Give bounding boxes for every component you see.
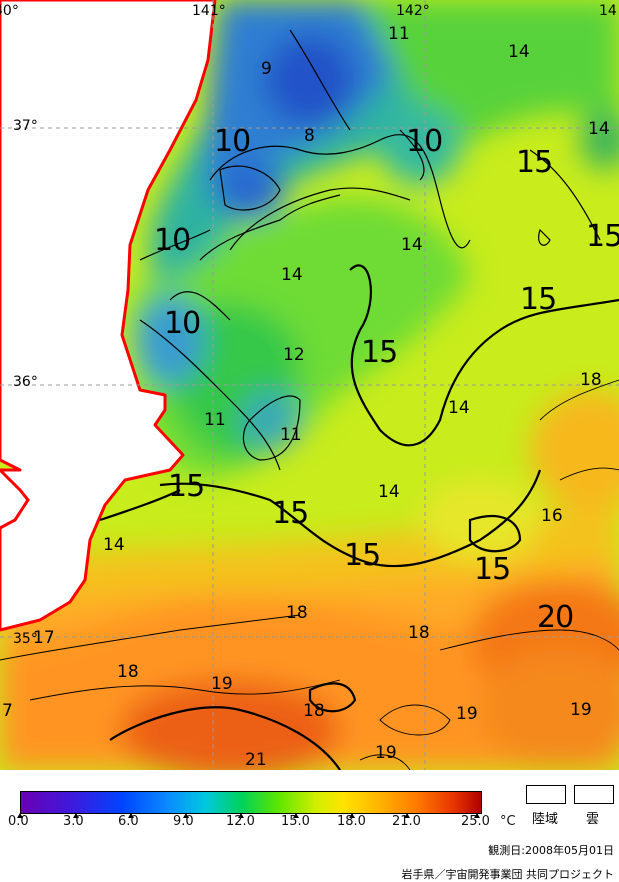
contour-label: 9 bbox=[261, 59, 272, 79]
temperature-field bbox=[0, 0, 619, 770]
scale-tick-label: 12.0 bbox=[226, 814, 255, 829]
cloud-label: 雲 bbox=[586, 812, 600, 827]
contour-label: 15 bbox=[272, 496, 309, 531]
sea-surface-temperature-map: 40° 141° 142° 14 37° 36° 35° 11 14 9 10 … bbox=[0, 0, 619, 770]
tick-mark bbox=[183, 813, 189, 818]
latitude-label: 36° bbox=[13, 374, 38, 390]
contour-label: 15 bbox=[344, 538, 381, 573]
contour-label: 8 bbox=[304, 126, 315, 146]
contour-label: 10 bbox=[164, 306, 201, 341]
tick-mark bbox=[293, 813, 299, 818]
longitude-label: 14 bbox=[599, 3, 617, 19]
contour-label: 19 bbox=[570, 700, 592, 720]
contour-label: 19 bbox=[456, 704, 478, 724]
contour-label: 14 bbox=[448, 398, 470, 418]
contour-label: 10 bbox=[214, 124, 251, 159]
scale-tick-label: 21.0 bbox=[392, 814, 421, 829]
tick-mark bbox=[238, 813, 244, 818]
contour-label: 11 bbox=[280, 425, 302, 445]
contour-label: 11 bbox=[388, 24, 410, 44]
longitude-label: 40° bbox=[0, 3, 19, 19]
contour-label: 17 bbox=[33, 628, 55, 648]
contour-label: 14 bbox=[401, 235, 423, 255]
contour-label: 15 bbox=[361, 335, 398, 370]
cloud-swatch bbox=[574, 785, 614, 804]
contour-label: 21 bbox=[245, 750, 267, 770]
contour-label: 15 bbox=[586, 219, 619, 254]
contour-label: 18 bbox=[303, 701, 325, 721]
scale-tick-label: 6.0 bbox=[118, 814, 139, 829]
unit-label: °C bbox=[500, 814, 516, 829]
contour-label: 16 bbox=[541, 506, 563, 526]
scale-tick-label: 18.0 bbox=[337, 814, 366, 829]
tick-mark bbox=[128, 813, 134, 818]
contour-label: 18 bbox=[286, 603, 308, 623]
contour-label: 18 bbox=[408, 623, 430, 643]
contour-label: 7 bbox=[2, 701, 13, 721]
contour-label: 12 bbox=[283, 345, 305, 365]
tick-mark bbox=[73, 813, 79, 818]
contour-label: 19 bbox=[375, 743, 397, 763]
legend: 0.0 3.0 6.0 9.0 12.0 15.0 18.0 21.0 25.0… bbox=[0, 770, 619, 881]
scale-tick-label: 0.0 bbox=[8, 814, 29, 829]
contour-label: 14 bbox=[378, 482, 400, 502]
contour-label: 11 bbox=[204, 410, 226, 430]
contour-label: 10 bbox=[406, 124, 443, 159]
contour-label: 15 bbox=[474, 552, 511, 587]
latitude-label: 35° bbox=[13, 631, 38, 647]
tick-mark bbox=[404, 813, 410, 818]
contour-label: 19 bbox=[211, 674, 233, 694]
contour-label: 10 bbox=[154, 223, 191, 258]
land-label: 陸域 bbox=[532, 812, 559, 827]
contour-label: 15 bbox=[520, 282, 557, 317]
contour-label: 15 bbox=[516, 145, 553, 180]
scale-tick-label: 9.0 bbox=[173, 814, 194, 829]
latitude-label: 37° bbox=[13, 118, 38, 134]
tick-mark bbox=[349, 813, 355, 818]
contour-label: 20 bbox=[537, 600, 574, 635]
contour-label: 14 bbox=[281, 265, 303, 285]
contour-label: 18 bbox=[580, 370, 602, 390]
contour-label: 14 bbox=[103, 535, 125, 555]
contour-label: 14 bbox=[508, 42, 530, 62]
contour-label: 14 bbox=[588, 119, 610, 139]
scale-tick-label: 25.0 bbox=[461, 814, 490, 829]
tick-mark bbox=[17, 813, 23, 818]
color-scale-bar bbox=[20, 791, 482, 814]
longitude-label: 141° bbox=[192, 3, 226, 19]
contour-label: 15 bbox=[168, 469, 205, 504]
scale-tick-label: 15.0 bbox=[281, 814, 310, 829]
scale-tick-label: 3.0 bbox=[63, 814, 84, 829]
contour-label: 18 bbox=[117, 662, 139, 682]
tick-mark bbox=[474, 813, 480, 818]
observation-date: 観測日:2008年05月01日 bbox=[488, 844, 614, 857]
land-swatch bbox=[526, 785, 566, 804]
credit-text: 岩手県／宇宙開発事業団 共同プロジェクト bbox=[401, 868, 615, 881]
longitude-label: 142° bbox=[396, 3, 430, 19]
